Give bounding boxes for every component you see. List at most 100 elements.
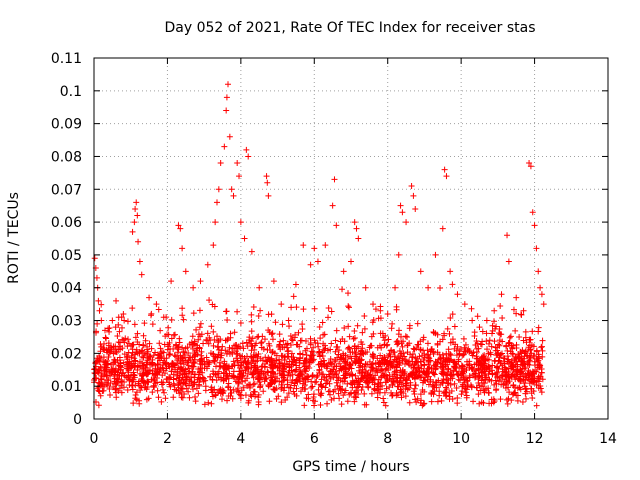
data-point	[269, 336, 276, 343]
data-point	[409, 358, 416, 365]
data-point	[336, 385, 343, 392]
data-point	[124, 318, 131, 325]
data-point	[157, 350, 164, 357]
data-point	[96, 354, 103, 361]
data-point	[181, 390, 188, 397]
data-point	[417, 338, 424, 345]
data-point	[375, 383, 382, 390]
data-point	[505, 339, 512, 346]
data-point	[155, 306, 162, 313]
data-point	[420, 357, 427, 364]
data-point-peak	[529, 209, 536, 216]
data-point	[317, 392, 324, 399]
data-point	[375, 360, 382, 367]
data-point	[255, 401, 262, 408]
data-point	[143, 386, 150, 393]
data-point	[293, 385, 300, 392]
data-point	[247, 369, 254, 376]
data-points	[91, 81, 547, 409]
data-point	[402, 393, 409, 400]
data-point	[414, 395, 421, 402]
data-point	[369, 360, 376, 367]
data-point	[281, 354, 288, 361]
data-point	[317, 401, 324, 408]
data-point-peak	[540, 301, 547, 308]
data-point	[155, 394, 162, 401]
data-point	[239, 378, 246, 385]
data-point	[455, 372, 462, 379]
data-point	[103, 381, 110, 388]
data-point	[518, 350, 525, 357]
data-point	[344, 345, 351, 352]
data-point	[451, 323, 458, 330]
data-point	[185, 350, 192, 357]
data-point	[462, 348, 469, 355]
data-point-peak	[285, 317, 292, 324]
data-point-peak	[217, 160, 224, 167]
data-point	[421, 377, 428, 384]
data-point	[204, 330, 211, 337]
data-point	[517, 378, 524, 385]
data-point	[410, 388, 417, 395]
data-point	[174, 381, 181, 388]
data-point	[94, 320, 101, 327]
data-point-peak	[537, 284, 544, 291]
data-point	[256, 374, 263, 381]
data-point	[316, 324, 323, 331]
data-point	[359, 366, 366, 373]
data-point	[248, 311, 255, 318]
data-point-peak	[226, 133, 233, 140]
data-point	[468, 305, 475, 312]
data-point	[217, 363, 224, 370]
data-point	[449, 311, 456, 318]
data-point	[161, 389, 168, 396]
data-point	[495, 341, 502, 348]
data-point	[454, 400, 461, 407]
data-point	[457, 346, 464, 353]
data-point	[411, 375, 418, 382]
data-point	[483, 330, 490, 337]
data-point	[151, 384, 158, 391]
data-point	[439, 379, 446, 386]
data-point	[257, 355, 264, 362]
data-point-peak	[331, 176, 338, 183]
data-point-peak	[160, 314, 167, 321]
data-point-peak	[531, 222, 538, 229]
data-point	[460, 351, 467, 358]
data-point	[317, 391, 324, 398]
data-point	[257, 381, 264, 388]
data-point	[503, 377, 510, 384]
data-point-peak	[355, 235, 362, 242]
data-point	[471, 333, 478, 340]
data-point	[454, 371, 461, 378]
data-point	[460, 335, 467, 342]
data-point-peak	[333, 222, 340, 229]
data-point	[504, 353, 511, 360]
data-point-peak	[300, 242, 307, 249]
data-point	[181, 368, 188, 375]
data-point	[285, 384, 292, 391]
data-point	[337, 354, 344, 361]
data-point	[211, 336, 218, 343]
data-point	[269, 362, 276, 369]
data-point	[374, 369, 381, 376]
data-point	[312, 398, 319, 405]
data-point	[248, 318, 255, 325]
data-point	[443, 385, 450, 392]
data-point	[502, 371, 509, 378]
data-point	[106, 328, 113, 335]
data-point	[337, 377, 344, 384]
data-point	[195, 336, 202, 343]
data-point	[437, 363, 444, 370]
data-point	[524, 352, 531, 359]
plot-area-border	[93, 57, 609, 420]
data-point	[346, 333, 353, 340]
data-point	[433, 359, 440, 366]
data-point	[481, 360, 488, 367]
data-point	[94, 368, 101, 375]
data-point	[433, 384, 440, 391]
data-point	[286, 364, 293, 371]
data-point	[358, 376, 365, 383]
data-point	[416, 372, 423, 379]
data-point	[337, 365, 344, 372]
